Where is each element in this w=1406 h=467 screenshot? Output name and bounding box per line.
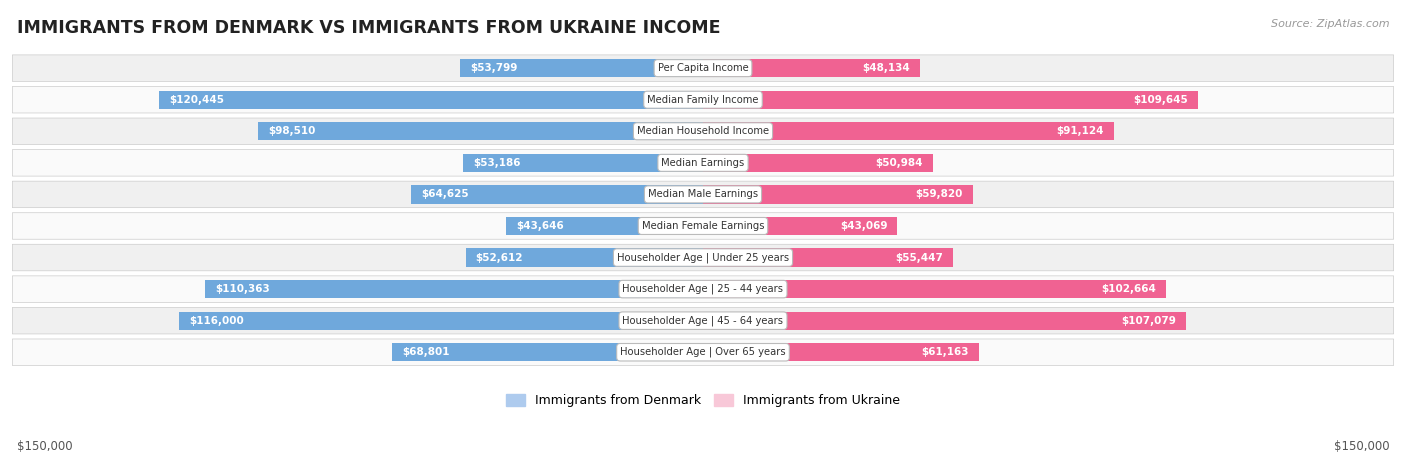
Bar [703, 59, 921, 78]
Text: Median Male Earnings: Median Male Earnings [648, 190, 758, 199]
Text: IMMIGRANTS FROM DENMARK VS IMMIGRANTS FROM UKRAINE INCOME: IMMIGRANTS FROM DENMARK VS IMMIGRANTS FR… [17, 19, 720, 37]
Bar [703, 343, 979, 361]
Text: Median Household Income: Median Household Income [637, 126, 769, 136]
Text: $53,186: $53,186 [472, 158, 520, 168]
Bar [180, 311, 703, 330]
Bar [259, 122, 703, 141]
Text: $150,000: $150,000 [1333, 440, 1389, 453]
Text: Median Family Income: Median Family Income [647, 95, 759, 105]
Bar [703, 311, 1187, 330]
FancyBboxPatch shape [13, 339, 1393, 366]
Text: Median Female Earnings: Median Female Earnings [641, 221, 765, 231]
Text: Householder Age | 25 - 44 years: Householder Age | 25 - 44 years [623, 284, 783, 294]
FancyBboxPatch shape [13, 55, 1393, 81]
Text: Per Capita Income: Per Capita Income [658, 63, 748, 73]
Bar [205, 280, 703, 298]
Bar [506, 217, 703, 235]
Bar [465, 248, 703, 267]
Text: $50,984: $50,984 [876, 158, 922, 168]
FancyBboxPatch shape [13, 149, 1393, 176]
FancyBboxPatch shape [13, 212, 1393, 239]
Bar [460, 59, 703, 78]
Bar [703, 154, 934, 172]
Text: Householder Age | 45 - 64 years: Householder Age | 45 - 64 years [623, 315, 783, 326]
Text: Source: ZipAtlas.com: Source: ZipAtlas.com [1271, 19, 1389, 28]
Bar [412, 185, 703, 204]
Text: $64,625: $64,625 [422, 190, 470, 199]
Text: $43,069: $43,069 [839, 221, 887, 231]
FancyBboxPatch shape [13, 244, 1393, 271]
FancyBboxPatch shape [13, 181, 1393, 208]
FancyBboxPatch shape [13, 276, 1393, 302]
Bar [392, 343, 703, 361]
Text: $107,079: $107,079 [1122, 316, 1177, 325]
FancyBboxPatch shape [13, 86, 1393, 113]
Text: $48,134: $48,134 [862, 63, 910, 73]
Text: $52,612: $52,612 [475, 253, 523, 262]
Text: $110,363: $110,363 [215, 284, 270, 294]
Legend: Immigrants from Denmark, Immigrants from Ukraine: Immigrants from Denmark, Immigrants from… [502, 389, 904, 412]
Text: $68,801: $68,801 [402, 347, 450, 357]
Text: $98,510: $98,510 [269, 126, 316, 136]
Text: $102,664: $102,664 [1101, 284, 1156, 294]
Text: $59,820: $59,820 [915, 190, 963, 199]
Bar [463, 154, 703, 172]
Bar [703, 217, 897, 235]
Text: $53,799: $53,799 [470, 63, 517, 73]
FancyBboxPatch shape [13, 307, 1393, 334]
FancyBboxPatch shape [13, 118, 1393, 144]
Text: $91,124: $91,124 [1057, 126, 1104, 136]
Text: Median Earnings: Median Earnings [661, 158, 745, 168]
Text: $150,000: $150,000 [17, 440, 73, 453]
Bar [159, 91, 703, 109]
Text: $43,646: $43,646 [516, 221, 564, 231]
Bar [703, 248, 953, 267]
Text: $55,447: $55,447 [896, 253, 943, 262]
Bar [703, 280, 1167, 298]
Text: $61,163: $61,163 [921, 347, 969, 357]
Text: Householder Age | Under 25 years: Householder Age | Under 25 years [617, 252, 789, 263]
Bar [703, 91, 1198, 109]
Text: $116,000: $116,000 [190, 316, 245, 325]
Text: $109,645: $109,645 [1133, 95, 1188, 105]
Bar [703, 185, 973, 204]
Text: $120,445: $120,445 [170, 95, 225, 105]
Bar [703, 122, 1115, 141]
Text: Householder Age | Over 65 years: Householder Age | Over 65 years [620, 347, 786, 358]
